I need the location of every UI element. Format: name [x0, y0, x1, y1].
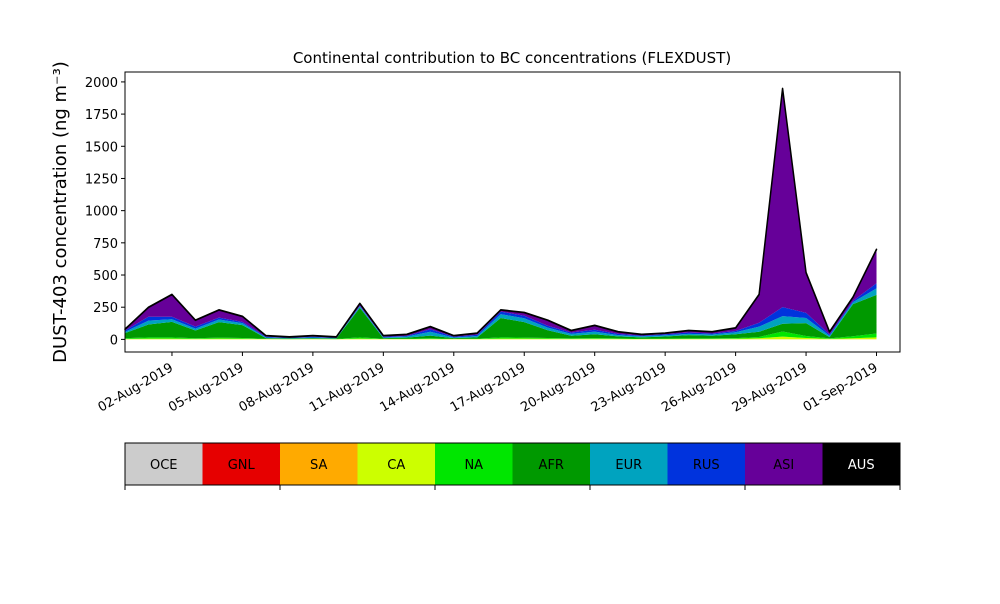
y-tick-label: 0: [110, 333, 118, 348]
y-tick-label: 250: [93, 301, 118, 316]
y-tick-label: 1500: [85, 140, 118, 155]
y-tick-label: 1000: [85, 205, 118, 220]
y-tick-label: 1250: [85, 172, 118, 187]
legend-label: CA: [387, 458, 405, 473]
legend-label: OCE: [150, 458, 178, 473]
y-tick-label: 500: [93, 269, 118, 284]
chart-title: Continental contribution to BC concentra…: [293, 49, 731, 67]
y-axis-label: DUST-403 concentration (ng m⁻³): [50, 61, 71, 363]
y-tick-label: 1750: [85, 108, 118, 123]
legend: OCE GNL SA CA NA AFR EUR RUS ASI AUS: [125, 443, 900, 490]
legend-label: AFR: [539, 458, 564, 473]
legend-label: GNL: [228, 458, 256, 473]
legend-label: ASI: [773, 458, 794, 473]
legend-label: AUS: [848, 458, 875, 473]
legend-label: SA: [310, 458, 327, 473]
y-tick-label: 2000: [85, 76, 118, 91]
legend-label: NA: [464, 458, 483, 473]
legend-label: EUR: [615, 458, 642, 473]
y-tick-label: 750: [93, 237, 118, 252]
legend-label: RUS: [693, 458, 720, 473]
